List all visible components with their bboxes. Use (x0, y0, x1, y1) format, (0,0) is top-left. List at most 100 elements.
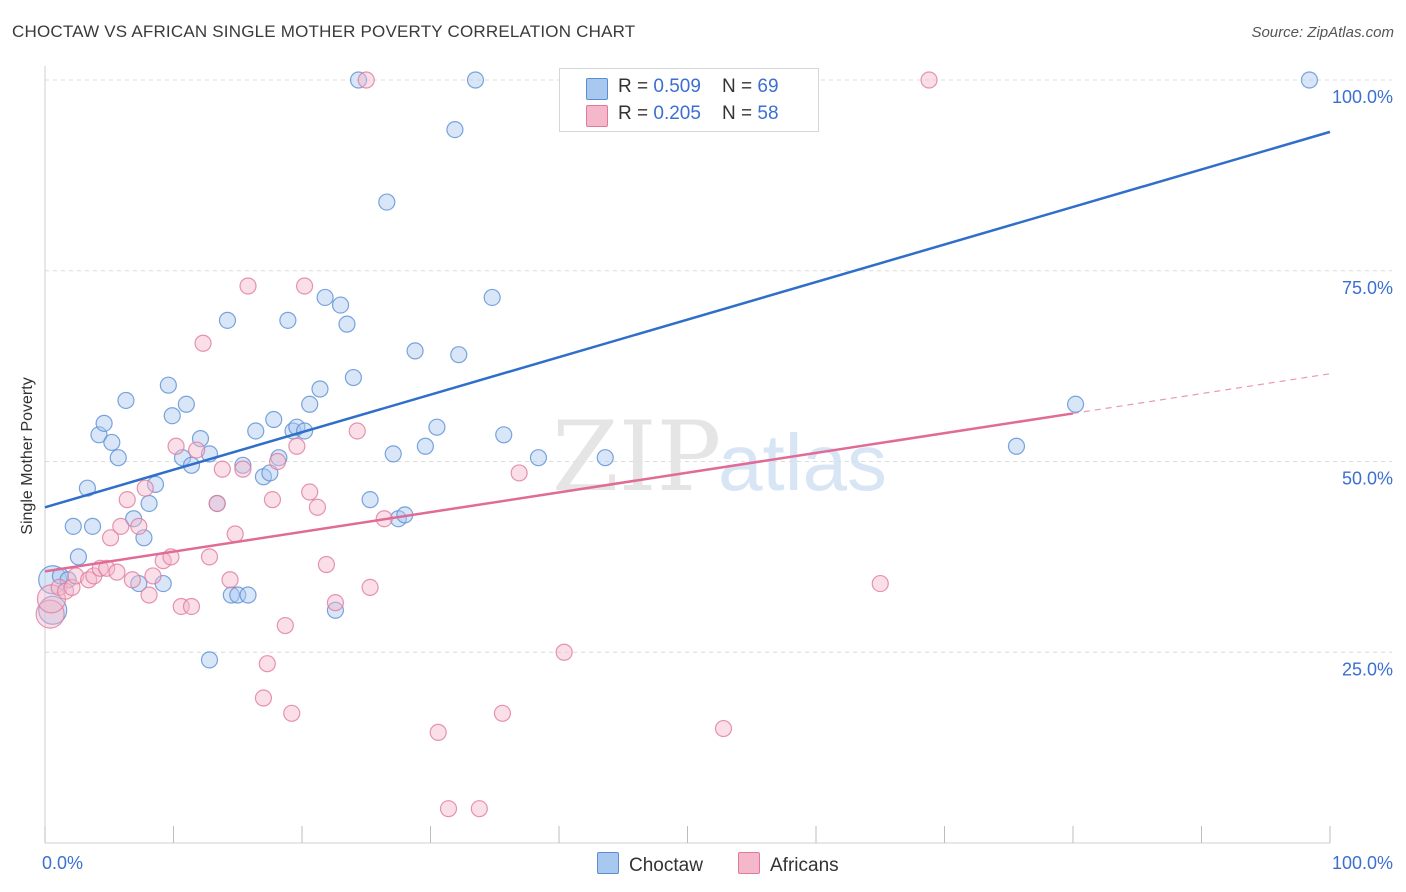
africans-point (317, 555, 336, 574)
africans-point (98, 559, 116, 577)
africans-point (213, 460, 231, 478)
africans-point (35, 599, 65, 629)
africans-point (221, 571, 239, 589)
africans-point (493, 704, 512, 722)
africans-point (112, 517, 130, 535)
choctaw-point (1007, 437, 1026, 455)
choctaw-point (239, 586, 257, 604)
africans-point (239, 277, 257, 295)
africans-point (276, 616, 294, 635)
africans-point (283, 704, 301, 722)
africans-point (288, 437, 306, 455)
choctaw-point (64, 517, 82, 535)
africans-point (361, 578, 379, 596)
y-tick-label: 25.0% (1342, 659, 1393, 679)
africans-point (200, 548, 219, 566)
y-tick-label: 100.0% (1332, 87, 1393, 107)
choctaw-point (163, 407, 181, 425)
africans-n-value: 58 (757, 103, 779, 124)
africans-point (429, 723, 447, 741)
africans-trend-line (44, 412, 1074, 573)
africans-swatch (586, 105, 608, 127)
bottom-legend-africans: Africans (738, 852, 839, 877)
choctaw-point (378, 193, 396, 211)
choctaw-point (301, 395, 319, 413)
africans-point (510, 464, 528, 482)
choctaw-point (95, 414, 113, 432)
choctaw-legend-label: Choctaw (629, 855, 703, 876)
choctaw-point (117, 391, 135, 410)
choctaw-n-label: N = (722, 76, 758, 97)
choctaw-r-label: R = (618, 76, 654, 97)
watermark-zip: ZIP (552, 401, 721, 513)
choctaw-point (78, 479, 97, 497)
choctaw-point (483, 288, 501, 307)
choctaw-point (103, 433, 121, 452)
africans-point (130, 517, 148, 535)
africans-point (101, 529, 120, 547)
africans-point (234, 460, 252, 478)
africans-point (871, 574, 889, 593)
africans-trend-extension (1072, 373, 1331, 415)
trend-lines (44, 130, 1331, 573)
africans-point (144, 567, 162, 585)
africans-point (208, 494, 226, 513)
watermark: ZIP atlas (552, 401, 887, 513)
africans-point (357, 71, 375, 89)
choctaw-point (159, 376, 177, 394)
choctaw-point (146, 475, 165, 493)
chart-title: CHOCTAW VS AFRICAN SINGLE MOTHER POVERTY… (12, 22, 636, 41)
choctaw-legend-swatch (597, 852, 619, 874)
africans-point (194, 334, 212, 352)
y-tick-label: 75.0% (1342, 278, 1393, 298)
choctaw-point (1066, 395, 1085, 413)
choctaw-point (466, 71, 485, 89)
choctaw-point (69, 548, 88, 566)
choctaw-point (316, 288, 334, 307)
africans-point (254, 689, 273, 707)
africans-point (326, 594, 345, 612)
choctaw-point (428, 418, 446, 436)
africans-point (308, 498, 327, 516)
choctaw-point (384, 445, 402, 463)
africans-point (714, 719, 733, 738)
choctaw-point (218, 311, 237, 329)
tick-labels: 25.0% 50.0% 75.0% 100.0% 0.0% 100.0% (42, 87, 1393, 873)
choctaw-point (361, 491, 379, 509)
choctaw-point (344, 368, 362, 387)
choctaw-point (177, 395, 195, 413)
africans-point (226, 525, 244, 543)
choctaw-point (83, 517, 102, 535)
africans-point (167, 437, 185, 455)
choctaw-point (247, 422, 265, 440)
africans-r-value: 0.205 (653, 103, 701, 124)
choctaw-point (109, 449, 127, 467)
africans-n-label: N = (722, 103, 758, 124)
africans-point (123, 571, 141, 589)
choctaw-point (38, 565, 68, 595)
choctaw-point (596, 449, 614, 467)
africans-point (263, 491, 282, 509)
choctaw-point (311, 380, 329, 398)
choctaw-point (529, 449, 548, 467)
africans-point (182, 597, 201, 616)
y-axis-title: Single Mother Poverty (19, 377, 36, 535)
choctaw-point (406, 342, 424, 360)
africans-point (348, 422, 366, 440)
africans-point (920, 71, 938, 89)
source-label: Source: ZipAtlas.com (1251, 24, 1394, 41)
choctaw-point (288, 418, 306, 436)
choctaw-point (265, 410, 283, 429)
choctaw-point (279, 311, 297, 329)
africans-point (140, 586, 158, 604)
africans-point (136, 479, 154, 497)
bottom-legend-choctaw: Choctaw (597, 852, 703, 877)
choctaw-r-value: 0.509 (653, 76, 701, 97)
data-points (35, 71, 1319, 818)
choctaw-point (416, 437, 434, 455)
africans-point (470, 800, 488, 818)
grid-lines (45, 79, 1392, 653)
africans-point (188, 441, 206, 459)
africans-point (439, 800, 458, 818)
